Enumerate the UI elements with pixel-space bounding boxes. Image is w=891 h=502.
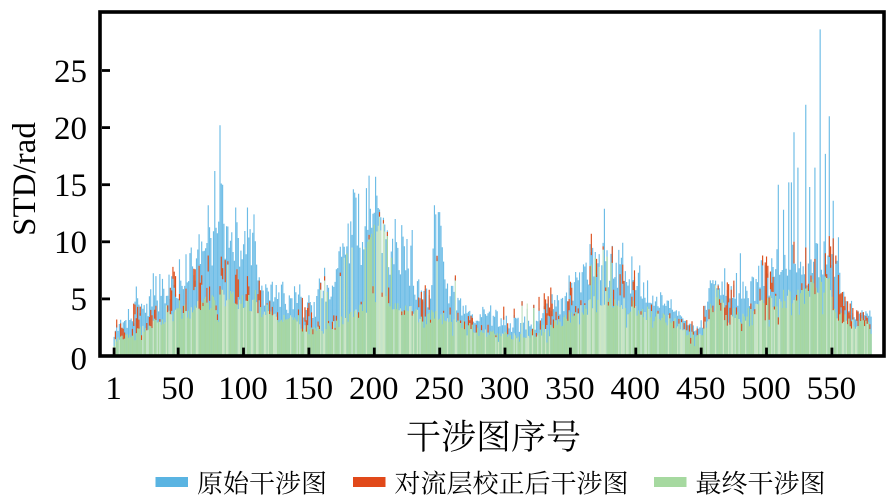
svg-text:400: 400 [611, 371, 661, 407]
svg-text:1: 1 [105, 371, 122, 407]
svg-text:150: 150 [284, 371, 334, 407]
svg-text:STD/rad: STD/rad [7, 122, 43, 236]
svg-text:20: 20 [54, 111, 87, 147]
svg-text:15: 15 [54, 168, 87, 204]
svg-text:550: 550 [807, 371, 857, 407]
svg-text:50: 50 [161, 371, 194, 407]
svg-text:300: 300 [480, 371, 530, 407]
svg-text:25: 25 [54, 54, 87, 90]
svg-text:10: 10 [54, 225, 87, 261]
svg-text:350: 350 [545, 371, 595, 407]
svg-text:5: 5 [71, 282, 88, 318]
svg-text:100: 100 [218, 371, 268, 407]
svg-text:500: 500 [741, 371, 791, 407]
svg-text:200: 200 [349, 371, 399, 407]
svg-text:250: 250 [414, 371, 464, 407]
svg-text:0: 0 [71, 341, 88, 377]
svg-text:450: 450 [676, 371, 726, 407]
